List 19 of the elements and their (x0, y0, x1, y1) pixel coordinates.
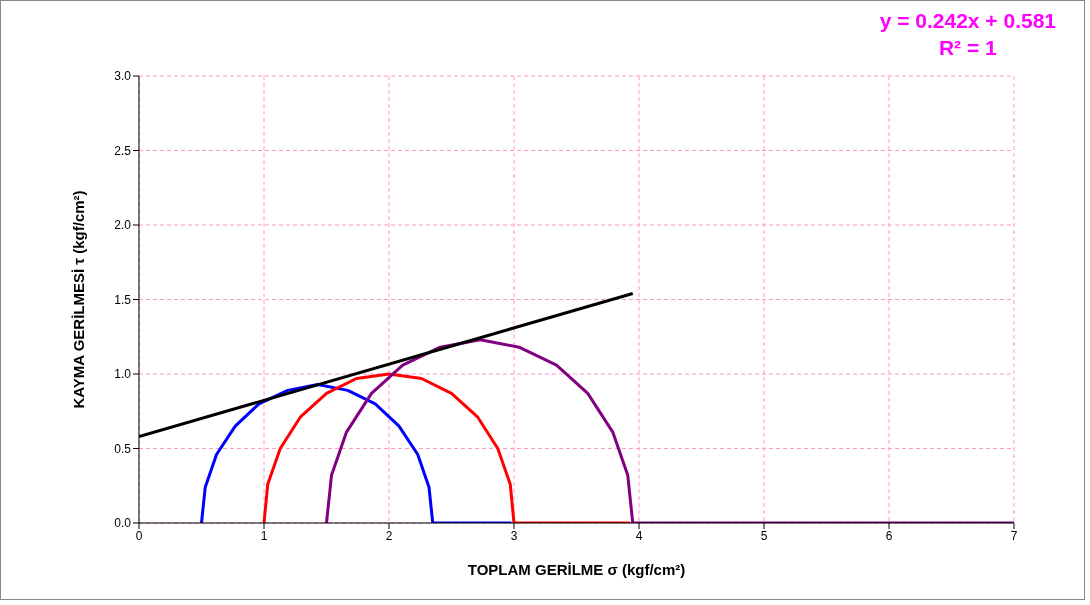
x-tick-label: 2 (385, 528, 393, 543)
x-tick-label: 1 (260, 528, 268, 543)
y-tick-label: 1.0 (114, 367, 132, 382)
x-tick-label: 7 (1010, 528, 1018, 543)
y-tick-label: 0.5 (114, 441, 132, 456)
y-tick-label: 0.0 (114, 516, 132, 531)
text: R² = 1 (937, 35, 998, 61)
y-tick-label: 1.5 (114, 292, 132, 307)
x-tick-label: 6 (885, 528, 893, 543)
text: y = 0.242x + 0.581 (879, 8, 1056, 34)
x-tick-label: 0 (135, 528, 143, 543)
y-tick-label: 3.0 (114, 69, 132, 84)
x-tick-label: 5 (760, 528, 768, 543)
y-tick-label: 2.0 (114, 218, 132, 233)
x-axis-title: TOPLAM GERİLME σ (kgf/cm²) (467, 561, 686, 578)
x-tick-label: 3 (510, 528, 518, 543)
y-tick-label: 2.5 (114, 143, 132, 158)
y-axis-title: KAYMA GERİLMESİ τ (kgf/cm²) (70, 190, 88, 409)
x-tick-label: 4 (635, 528, 643, 543)
